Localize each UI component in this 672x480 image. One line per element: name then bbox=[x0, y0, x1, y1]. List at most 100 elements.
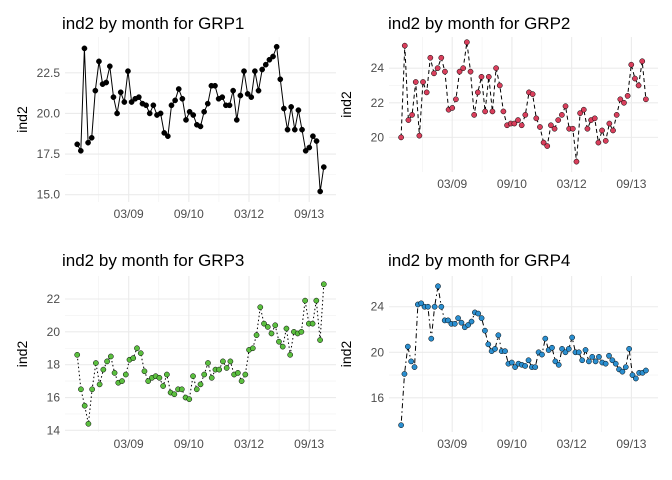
data-point bbox=[449, 105, 456, 111]
x-tick-label: 03/09 bbox=[114, 207, 144, 221]
data-point bbox=[606, 120, 613, 127]
data-point bbox=[190, 112, 197, 118]
x-tick-label: 09/13 bbox=[294, 437, 324, 451]
y-tick-label: 20 bbox=[371, 130, 385, 144]
data-point bbox=[423, 89, 430, 96]
data-point bbox=[259, 66, 266, 73]
x-tick-label: 03/12 bbox=[557, 177, 587, 191]
data-point bbox=[320, 281, 327, 288]
data-point bbox=[643, 367, 649, 374]
data-point bbox=[281, 105, 287, 112]
y-tick-label: 22 bbox=[371, 96, 385, 110]
data-point bbox=[78, 386, 84, 393]
data-point bbox=[442, 68, 448, 75]
data-point bbox=[539, 351, 545, 358]
data-point bbox=[302, 147, 309, 154]
data-point bbox=[559, 346, 565, 352]
data-point bbox=[565, 346, 572, 352]
data-point bbox=[104, 358, 110, 365]
data-point bbox=[418, 300, 425, 307]
data-point bbox=[298, 328, 305, 335]
data-point bbox=[496, 82, 503, 89]
data-point bbox=[141, 368, 148, 375]
y-tick-label: 20 bbox=[371, 345, 385, 359]
y-tick-label: 20 bbox=[47, 325, 61, 339]
data-point bbox=[431, 303, 438, 310]
data-point bbox=[579, 357, 586, 364]
data-point bbox=[143, 102, 149, 109]
data-point bbox=[478, 315, 485, 321]
data-point bbox=[428, 335, 435, 342]
data-point bbox=[134, 345, 140, 352]
data-point bbox=[164, 371, 170, 378]
data-point bbox=[146, 110, 153, 117]
data-point bbox=[408, 358, 415, 365]
data-point bbox=[548, 122, 554, 129]
data-point bbox=[137, 350, 144, 357]
data-point bbox=[74, 141, 81, 148]
data-point bbox=[555, 117, 562, 123]
data-point bbox=[500, 108, 507, 115]
data-point bbox=[533, 115, 540, 122]
data-point bbox=[186, 108, 193, 115]
data-point bbox=[216, 366, 223, 373]
data-point bbox=[96, 58, 102, 65]
data-point bbox=[559, 112, 565, 118]
data-point bbox=[309, 320, 316, 327]
data-point bbox=[157, 110, 164, 117]
data-point bbox=[201, 371, 208, 378]
data-point bbox=[111, 370, 118, 376]
data-point bbox=[562, 349, 569, 356]
y-tick-label: 15.0 bbox=[37, 188, 61, 202]
data-point bbox=[201, 108, 207, 115]
data-point bbox=[398, 134, 404, 141]
data-point bbox=[508, 359, 515, 366]
data-point bbox=[130, 355, 137, 361]
x-tick-label: 03/09 bbox=[437, 177, 467, 191]
data-point bbox=[168, 102, 175, 109]
data-point bbox=[471, 112, 478, 118]
data-point bbox=[287, 351, 294, 358]
data-point bbox=[540, 139, 547, 146]
data-point bbox=[435, 283, 441, 290]
data-point bbox=[117, 89, 124, 96]
y-tick-label: 17.5 bbox=[37, 147, 61, 161]
data-point bbox=[302, 297, 308, 304]
data-point bbox=[465, 322, 472, 328]
data-point bbox=[85, 139, 91, 146]
data-point bbox=[317, 188, 324, 195]
data-point bbox=[150, 102, 157, 109]
data-point bbox=[193, 386, 200, 393]
data-point bbox=[485, 341, 492, 348]
data-point bbox=[412, 79, 419, 85]
data-point bbox=[230, 87, 236, 94]
data-point bbox=[495, 332, 502, 339]
data-point bbox=[544, 143, 551, 149]
y-tick-label: 16 bbox=[47, 391, 61, 405]
data-point bbox=[577, 110, 583, 117]
x-tick-label: 03/12 bbox=[234, 207, 264, 221]
data-point bbox=[464, 39, 470, 46]
y-axis-title: ind2 bbox=[14, 106, 30, 133]
data-point bbox=[482, 327, 488, 334]
y-tick-label: 22 bbox=[47, 292, 61, 306]
data-point bbox=[310, 133, 316, 140]
data-point bbox=[238, 378, 245, 384]
data-point bbox=[248, 94, 255, 100]
data-point bbox=[197, 381, 204, 388]
data-point bbox=[468, 318, 475, 325]
data-point bbox=[237, 92, 244, 99]
x-tick-label: 09/10 bbox=[497, 437, 527, 451]
x-tick-label: 03/09 bbox=[437, 437, 467, 451]
y-tick-label: 22.5 bbox=[37, 66, 61, 80]
data-point bbox=[235, 370, 241, 376]
data-point bbox=[628, 61, 635, 68]
y-axis-title: ind2 bbox=[14, 341, 30, 368]
data-point bbox=[455, 315, 461, 321]
data-point bbox=[114, 110, 120, 117]
data-point bbox=[451, 320, 458, 327]
data-point bbox=[485, 73, 492, 80]
data-point bbox=[241, 68, 247, 74]
data-point bbox=[279, 343, 286, 350]
data-point bbox=[434, 65, 441, 72]
